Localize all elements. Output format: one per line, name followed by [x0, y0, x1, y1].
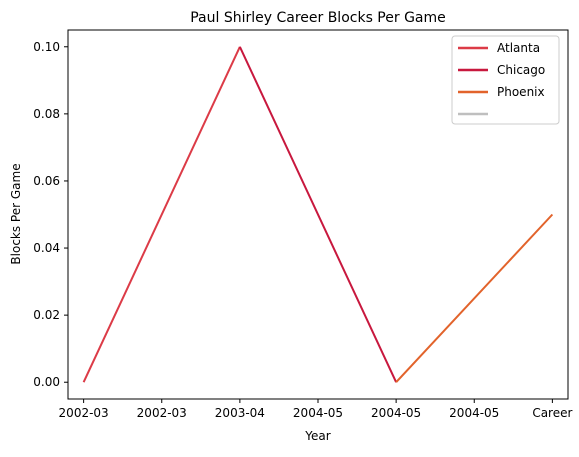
legend: Atlanta Chicago Phoenix [451, 35, 560, 125]
series-line-phoenix [395, 213, 554, 383]
x-axis-label: Year [304, 429, 330, 443]
y-tick-label: 0.10 [33, 40, 60, 54]
legend-label-phoenix: Phoenix [497, 85, 545, 99]
legend-label-chicago: Chicago [497, 63, 545, 77]
x-axis: 2002-03 2002-03 2003-04 2004-05 2004-05 2004-… [59, 399, 572, 420]
y-tick-label: 0.00 [33, 375, 60, 389]
x-tick-label: 2004-05 [371, 406, 421, 420]
series-line-chicago [238, 46, 398, 383]
x-tick-label: 2002-03 [59, 406, 109, 420]
x-tick-label: 2004-05 [449, 406, 499, 420]
chart-title: Paul Shirley Career Blocks Per Game [190, 10, 446, 26]
y-axis-label: Blocks Per Game [9, 163, 23, 264]
legend-box [451, 35, 560, 125]
x-tick-label: Career [532, 406, 572, 420]
legend-label-atlanta: Atlanta [497, 41, 540, 55]
y-tick-label: 0.02 [33, 308, 60, 322]
y-tick-label: 0.06 [33, 174, 60, 188]
y-axis: 0.00 0.02 0.04 0.06 0.08 0.10 [33, 40, 68, 389]
x-tick-label: 2002-03 [137, 406, 187, 420]
series-line-atlanta [82, 46, 241, 383]
series-lines [82, 46, 554, 383]
y-tick-label: 0.08 [33, 107, 60, 121]
y-tick-label: 0.04 [33, 241, 60, 255]
x-tick-label: 2004-05 [293, 406, 343, 420]
x-tick-label: 2003-04 [215, 406, 265, 420]
